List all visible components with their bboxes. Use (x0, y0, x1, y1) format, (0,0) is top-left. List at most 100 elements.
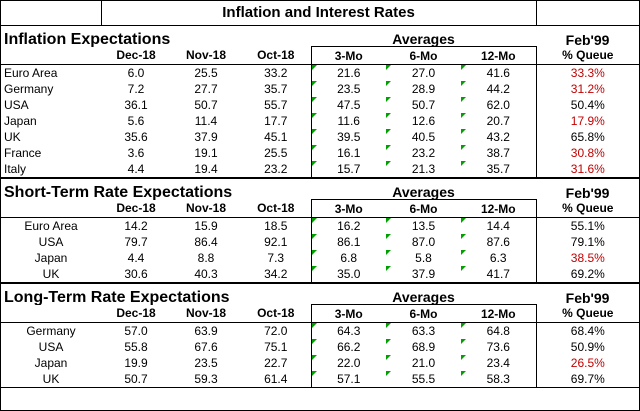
value-cell[interactable]: 6.8 (310, 250, 386, 266)
value-cell[interactable]: 27.7 (194, 82, 218, 96)
value-cell[interactable]: 23.5 (310, 81, 386, 97)
value-cell[interactable]: 38.7 (461, 145, 536, 161)
value-cell[interactable]: 64.8 (461, 322, 536, 340)
value-cell[interactable]: 23.2 (386, 145, 461, 161)
value-cell[interactable]: 30.6 (124, 267, 148, 281)
value-cell[interactable]: 28.9 (386, 81, 461, 97)
value-cell[interactable]: 58.3 (461, 371, 537, 388)
value-cell[interactable]: 13.5 (386, 217, 461, 235)
value-cell[interactable]: 64.3 (310, 322, 386, 339)
value-cell[interactable]: 63.9 (194, 324, 218, 338)
value-cell[interactable]: 50.7 (194, 98, 218, 112)
value-cell[interactable]: 57.1 (310, 371, 386, 388)
value-cell[interactable]: 4.4 (127, 251, 145, 265)
value-cell[interactable]: 5.8 (386, 250, 461, 266)
queue-cell[interactable]: 17.9% (535, 113, 640, 129)
value-cell[interactable]: 50.7 (386, 97, 461, 113)
value-cell[interactable]: 55.7 (264, 98, 288, 112)
value-cell[interactable]: 40.5 (386, 129, 461, 145)
value-cell[interactable]: 34.2 (264, 267, 288, 281)
value-cell[interactable]: 35.6 (124, 130, 148, 144)
value-cell[interactable]: 23.2 (264, 162, 288, 176)
queue-cell[interactable]: 26.5% (535, 355, 640, 371)
queue-cell[interactable]: 50.4% (535, 97, 640, 113)
queue-cell[interactable]: 55.1% (535, 217, 640, 234)
value-cell[interactable]: 15.7 (310, 161, 386, 178)
queue-cell[interactable]: 65.8% (535, 129, 640, 145)
value-cell[interactable]: 55.5 (386, 371, 461, 388)
value-cell[interactable]: 27.0 (386, 64, 461, 82)
value-cell[interactable]: 8.8 (197, 251, 215, 265)
value-cell[interactable]: 43.2 (461, 129, 536, 145)
queue-cell[interactable]: 69.2% (535, 266, 640, 283)
value-cell[interactable]: 66.2 (310, 339, 386, 355)
value-cell[interactable]: 16.2 (310, 217, 386, 234)
value-cell[interactable]: 41.6 (461, 64, 536, 82)
value-cell[interactable]: 11.4 (194, 114, 218, 128)
value-cell[interactable]: 19.1 (194, 146, 218, 160)
value-cell[interactable]: 15.9 (194, 219, 218, 233)
value-cell[interactable]: 21.3 (386, 161, 461, 178)
value-cell[interactable]: 23.4 (461, 355, 536, 371)
value-cell[interactable]: 37.9 (194, 130, 218, 144)
value-cell[interactable]: 33.2 (264, 66, 288, 80)
value-cell[interactable]: 17.7 (264, 114, 288, 128)
value-cell[interactable]: 35.7 (264, 82, 288, 96)
value-cell[interactable]: 86.1 (310, 234, 386, 250)
value-cell[interactable]: 14.4 (461, 217, 536, 235)
value-cell[interactable]: 35.0 (310, 266, 386, 283)
value-cell[interactable]: 67.6 (194, 340, 218, 354)
value-cell[interactable]: 47.5 (310, 97, 386, 113)
value-cell[interactable]: 25.5 (194, 66, 218, 80)
value-cell[interactable]: 22.7 (264, 356, 288, 370)
value-cell[interactable]: 21.0 (386, 355, 461, 371)
value-cell[interactable]: 40.3 (194, 267, 218, 281)
value-cell[interactable]: 39.5 (310, 129, 386, 145)
value-cell[interactable]: 86.4 (194, 235, 218, 249)
queue-cell[interactable]: 31.6% (535, 161, 640, 178)
value-cell[interactable]: 73.6 (461, 339, 536, 355)
queue-cell[interactable]: 79.1% (535, 234, 640, 250)
queue-cell[interactable]: 30.8% (535, 145, 640, 161)
value-cell[interactable]: 7.2 (127, 82, 145, 96)
value-cell[interactable]: 6.0 (127, 66, 145, 80)
value-cell[interactable]: 19.9 (124, 356, 148, 370)
value-cell[interactable]: 72.0 (264, 324, 288, 338)
value-cell[interactable]: 79.7 (124, 235, 148, 249)
value-cell[interactable]: 63.3 (386, 322, 461, 340)
value-cell[interactable]: 22.0 (310, 355, 386, 371)
queue-cell[interactable]: 69.7% (535, 371, 640, 388)
queue-cell[interactable]: 38.5% (535, 250, 640, 266)
value-cell[interactable]: 62.0 (461, 97, 536, 113)
value-cell[interactable]: 44.2 (461, 81, 536, 97)
queue-cell[interactable]: 31.2% (535, 81, 640, 97)
value-cell[interactable]: 3.6 (127, 146, 145, 160)
value-cell[interactable]: 87.0 (386, 234, 461, 250)
value-cell[interactable]: 36.1 (124, 98, 148, 112)
queue-cell[interactable]: 33.3% (535, 64, 640, 81)
value-cell[interactable]: 4.4 (127, 162, 145, 176)
value-cell[interactable]: 87.6 (461, 234, 536, 250)
value-cell[interactable]: 5.6 (127, 114, 145, 128)
value-cell[interactable]: 21.6 (310, 64, 386, 81)
value-cell[interactable]: 19.4 (194, 162, 218, 176)
value-cell[interactable]: 50.7 (101, 371, 171, 388)
value-cell[interactable]: 20.7 (461, 113, 536, 129)
queue-cell[interactable]: 50.9% (535, 339, 640, 355)
value-cell[interactable]: 41.7 (461, 266, 536, 283)
value-cell[interactable]: 25.5 (264, 146, 288, 160)
value-cell[interactable]: 7.3 (267, 251, 285, 265)
value-cell[interactable]: 11.6 (310, 113, 386, 129)
value-cell[interactable]: 6.3 (461, 250, 536, 266)
value-cell[interactable]: 18.5 (264, 219, 288, 233)
value-cell[interactable]: 16.1 (310, 145, 386, 161)
value-cell[interactable]: 68.9 (386, 339, 461, 355)
value-cell[interactable]: 23.5 (194, 356, 218, 370)
value-cell[interactable]: 57.0 (124, 324, 148, 338)
value-cell[interactable]: 35.7 (461, 161, 536, 178)
value-cell[interactable]: 37.9 (386, 266, 461, 283)
value-cell[interactable]: 45.1 (264, 130, 288, 144)
value-cell[interactable]: 59.3 (171, 371, 241, 388)
value-cell[interactable]: 12.6 (386, 113, 461, 129)
value-cell[interactable]: 92.1 (264, 235, 288, 249)
